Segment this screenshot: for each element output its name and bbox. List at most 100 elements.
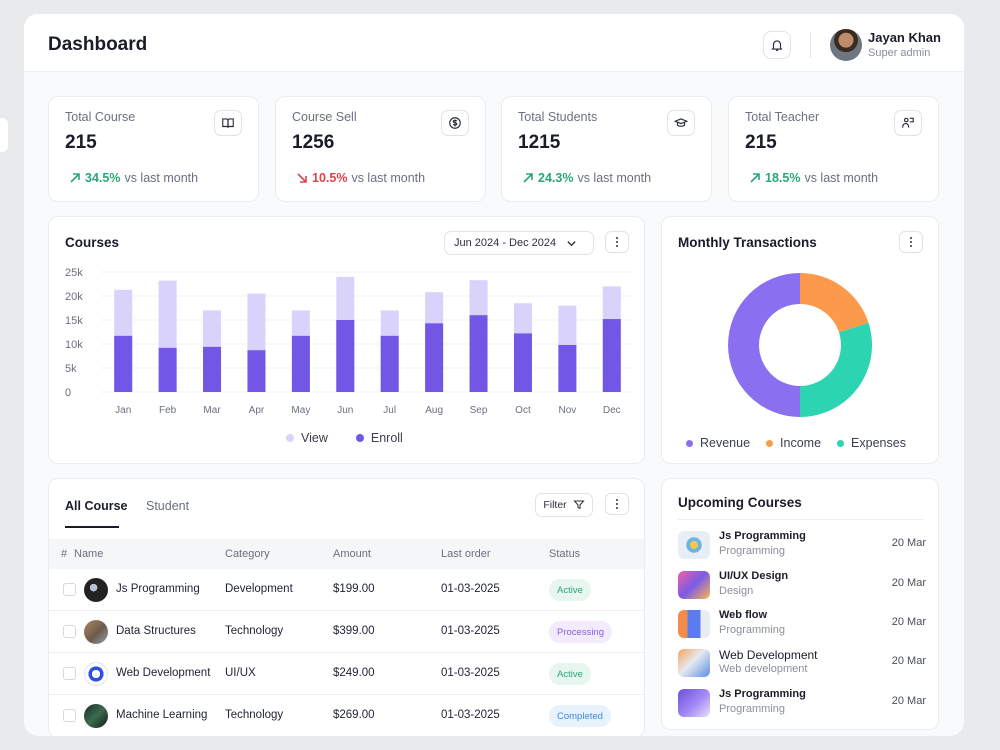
date-range-select[interactable]: Jun 2024 - Dec 2024 — [444, 231, 594, 255]
bar-enroll[interactable] — [469, 315, 488, 392]
arrow-up-right-icon — [750, 173, 760, 183]
more-vertical-icon — [615, 236, 619, 248]
course-name: Js Programming — [116, 583, 200, 595]
stat-trend: 18.5% vs last month — [749, 171, 878, 185]
upcoming-item[interactable]: Js Programming Programming 20 Mar — [678, 687, 926, 721]
transactions-menu-button[interactable] — [899, 231, 923, 253]
tab-all-course[interactable]: All Course — [65, 499, 128, 513]
upcoming-category: Programming — [719, 545, 786, 557]
table-row[interactable]: Js Programming Development $199.00 01-03… — [49, 569, 644, 611]
upcoming-category: Programming — [719, 624, 786, 636]
stat-change: 34.5% — [85, 171, 121, 185]
bar-enroll[interactable] — [380, 335, 399, 392]
bar-enroll[interactable] — [558, 344, 577, 392]
y-tick-label: 5k — [65, 363, 77, 375]
stat-card-total-students: Total Students 1215 24.3% vs last month — [501, 96, 712, 202]
bar-enroll[interactable] — [203, 346, 222, 392]
y-tick-label: 10k — [65, 339, 83, 351]
y-tick-label: 15k — [65, 315, 83, 327]
row-checkbox[interactable] — [63, 625, 76, 638]
course-category: Technology — [225, 625, 284, 637]
table-row[interactable]: Machine Learning Technology $269.00 01-0… — [49, 695, 644, 736]
stat-value: 1215 — [518, 132, 561, 153]
stat-change: 10.5% — [312, 171, 348, 185]
bar-enroll[interactable] — [336, 320, 355, 392]
stat-suffix: vs last month — [804, 171, 879, 185]
table-menu-button[interactable] — [605, 493, 629, 515]
chevron-down-icon — [567, 240, 576, 246]
filter-button[interactable]: Filter — [535, 493, 593, 517]
donut-slice-expenses[interactable] — [800, 322, 872, 417]
upcoming-name: Js Programming — [719, 530, 806, 542]
upcoming-item[interactable]: Js Programming Programming 20 Mar — [678, 529, 926, 563]
bar-enroll[interactable] — [513, 333, 532, 392]
upcoming-courses-card: Upcoming Courses Js Programming Programm… — [661, 478, 939, 730]
legend-expenses: Expenses — [837, 436, 906, 450]
tab-student[interactable]: Student — [146, 499, 190, 513]
row-checkbox[interactable] — [63, 583, 76, 596]
bar-enroll[interactable] — [247, 350, 266, 392]
table-row[interactable]: Data Structures Technology $399.00 01-03… — [49, 611, 644, 653]
courses-menu-button[interactable] — [605, 231, 629, 253]
stat-label: Course Sell — [292, 110, 357, 124]
donut-slice-revenue[interactable] — [728, 273, 800, 417]
courses-chart-card: Courses Jun 2024 - Dec 2024 0 5k 10k 15k 20k… — [48, 216, 645, 464]
date-range-value: Jun 2024 - Dec 2024 — [454, 237, 557, 249]
upcoming-category: Programming — [719, 703, 786, 715]
x-tick-label: Jul — [383, 405, 396, 416]
course-amount: $269.00 — [333, 709, 375, 721]
notifications-button[interactable] — [763, 31, 791, 59]
course-last-order: 01-03-2025 — [441, 625, 500, 637]
status-badge: Active — [549, 663, 591, 685]
legend-label: View — [301, 431, 328, 445]
col-category: Category — [225, 548, 270, 560]
user-name: Jayan Khan — [868, 30, 941, 45]
transactions-title: Monthly Transactions — [678, 235, 817, 250]
bar-enroll[interactable] — [114, 335, 133, 392]
upcoming-name: Js Programming — [719, 688, 806, 700]
course-category: Technology — [225, 709, 284, 721]
stat-label: Total Teacher — [745, 110, 820, 124]
course-name: Data Structures — [116, 625, 196, 637]
donut-slice-income[interactable] — [800, 273, 869, 333]
stat-card-course-sell: Course Sell 1256 10.5% vs last month — [275, 96, 486, 202]
course-thumbnail — [84, 578, 108, 602]
filter-icon — [573, 500, 585, 510]
x-tick-label: Nov — [558, 405, 576, 416]
course-last-order: 01-03-2025 — [441, 709, 500, 721]
bar-enroll[interactable] — [291, 335, 310, 392]
x-tick-label: Jun — [337, 405, 353, 416]
transactions-donut-chart — [728, 273, 872, 417]
upcoming-date: 20 Mar — [891, 616, 926, 628]
bar-enroll[interactable] — [425, 323, 444, 392]
x-tick-label: Oct — [515, 405, 531, 416]
filter-label: Filter — [543, 499, 567, 511]
stat-label: Total Course — [65, 110, 136, 124]
row-checkbox[interactable] — [63, 709, 76, 722]
stat-card-total-teacher: Total Teacher 215 18.5% vs last month — [728, 96, 939, 202]
col-index: # — [61, 548, 68, 560]
upcoming-item[interactable]: Web Development Web development 20 Mar — [678, 647, 926, 681]
upcoming-item[interactable]: UI/UX Design Design 20 Mar — [678, 569, 926, 603]
upcoming-item[interactable]: Web flow Programming 20 Mar — [678, 608, 926, 642]
more-vertical-icon — [909, 236, 913, 248]
bar-enroll[interactable] — [158, 347, 177, 392]
transactions-legend: Revenue Income Expenses — [686, 436, 906, 450]
upcoming-name: Web Development — [719, 648, 818, 662]
stat-value: 215 — [745, 132, 777, 153]
legend-label: Revenue — [700, 436, 751, 450]
row-checkbox[interactable] — [63, 667, 76, 680]
bell-icon — [771, 40, 783, 51]
bar-enroll[interactable] — [602, 319, 621, 392]
upcoming-date: 20 Mar — [891, 655, 926, 667]
divider — [810, 32, 811, 58]
avatar[interactable] — [830, 29, 862, 61]
collapsed-sidebar-handle[interactable] — [0, 118, 8, 152]
stat-suffix: vs last month — [577, 171, 652, 185]
table-row[interactable]: Web Development UI/UX $249.00 01-03-2025… — [49, 653, 644, 695]
table-header: # Name Category Amount Last order Status — [49, 539, 644, 569]
upcoming-title: Upcoming Courses — [678, 495, 802, 510]
course-thumbnail — [84, 620, 108, 644]
status-badge: Completed — [549, 705, 611, 727]
dashboard-window: Dashboard Jayan Khan Super admin Total C… — [24, 14, 964, 736]
